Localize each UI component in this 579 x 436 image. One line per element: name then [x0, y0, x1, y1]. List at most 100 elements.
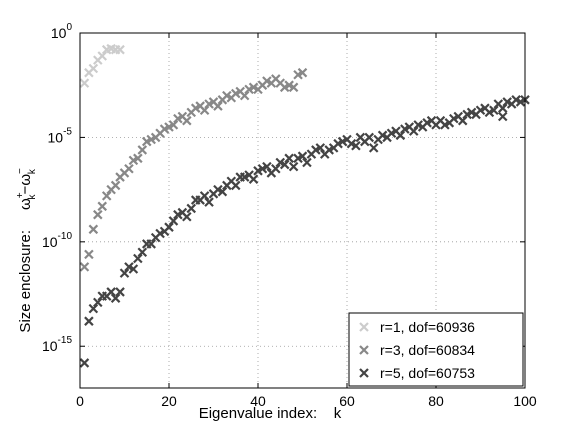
- data-point: [133, 253, 143, 264]
- data-point: [351, 140, 361, 151]
- y-label-omega2: ω: [17, 174, 34, 186]
- data-point: [84, 249, 94, 260]
- data-point: [124, 163, 134, 174]
- plot-frame: [79, 32, 526, 389]
- y-label-minus-sup: −: [15, 168, 26, 174]
- data-point: [271, 163, 281, 174]
- series-1: [79, 43, 125, 88]
- data-point: [182, 115, 192, 126]
- data-point: [79, 78, 90, 88]
- data-point: [115, 44, 125, 55]
- x-tick-label: 20: [161, 393, 177, 409]
- y-label-sub2: k: [27, 168, 38, 174]
- data-point: [279, 159, 290, 170]
- data-point: [84, 316, 94, 326]
- data-point: [497, 103, 508, 113]
- data-point: [315, 143, 326, 153]
- data-point: [262, 161, 272, 172]
- y-label-minus-op: −: [17, 185, 34, 194]
- y-axis-label-math: ω+k−ω−k: [15, 168, 38, 210]
- data-point: [302, 157, 312, 168]
- legend-marker: [359, 345, 369, 355]
- data-point: [182, 211, 192, 222]
- data-point: [119, 268, 130, 278]
- series-3: [79, 95, 530, 368]
- data-point: [88, 224, 99, 235]
- data-point: [110, 293, 121, 303]
- data-point: [79, 358, 90, 368]
- data-point: [88, 303, 99, 314]
- data-point: [128, 264, 139, 274]
- series-layer: [79, 43, 530, 368]
- y-tick-base: 10: [51, 25, 67, 41]
- y-tick-base: 10: [42, 234, 58, 250]
- data-point: [97, 51, 108, 61]
- data-point: [106, 287, 116, 297]
- data-point: [101, 191, 112, 201]
- data-point: [288, 161, 299, 172]
- y-tick-exponent: -5: [63, 126, 72, 137]
- data-point: [457, 115, 468, 126]
- data-point: [217, 186, 228, 197]
- y-tick-exponent: -10: [58, 231, 73, 242]
- x-tick-label: 0: [76, 393, 84, 409]
- data-point: [93, 297, 103, 308]
- data-point: [239, 90, 250, 101]
- data-point: [133, 153, 143, 164]
- y-tick-exponent: 0: [66, 22, 72, 33]
- data-point: [204, 197, 214, 207]
- data-point: [97, 201, 108, 212]
- y-axis-label: Size enclosure: ω+k−ω−k: [15, 168, 38, 333]
- data-point: [137, 145, 148, 155]
- y-label-sub1: k: [27, 193, 38, 199]
- y-tick-label: 10-10: [42, 231, 72, 250]
- data-point: [146, 239, 156, 249]
- data-point: [248, 174, 259, 184]
- data-point: [79, 262, 90, 272]
- data-point: [297, 151, 308, 161]
- data-point: [110, 180, 121, 191]
- data-point: [395, 130, 406, 141]
- y-tick-base: 10: [42, 338, 58, 354]
- data-point: [297, 67, 308, 78]
- data-point: [88, 63, 99, 74]
- data-point: [199, 191, 210, 201]
- y-tick-label: 10-15: [42, 335, 72, 354]
- legend: r=1, dof=60936 r=3, dof=60834 r=5, dof=607…: [348, 312, 524, 387]
- x-tick-label: 60: [339, 393, 355, 409]
- data-point: [213, 101, 223, 111]
- y-label-plus: +: [15, 192, 26, 198]
- legend-marker: [359, 368, 369, 378]
- legend-entry: r=3, dof=60834: [380, 342, 475, 358]
- legend-marker: [359, 322, 369, 332]
- data-point: [199, 105, 210, 116]
- data-point: [186, 203, 197, 214]
- data-point: [164, 222, 174, 232]
- x-axis-label: Eigenvalue index: k: [199, 405, 342, 422]
- y-tick-exponent: -15: [58, 335, 73, 346]
- data-point: [408, 126, 419, 136]
- data-point: [368, 143, 379, 153]
- y-tick-base: 10: [48, 129, 64, 145]
- x-tick-label: 80: [428, 393, 444, 409]
- data-point: [137, 247, 148, 258]
- series-2: [79, 67, 308, 272]
- y-label-omega1: ω: [17, 198, 34, 210]
- data-point: [497, 111, 508, 122]
- x-tick-label: 40: [250, 393, 266, 409]
- x-tick-label: 100: [513, 393, 537, 409]
- y-tick-label: 10-5: [48, 126, 73, 145]
- data-point: [168, 216, 179, 226]
- legend-box: [348, 312, 524, 387]
- y-tick-label: 100: [51, 22, 73, 41]
- y-axis-label-prefix: Size enclosure:: [17, 230, 34, 333]
- data-point: [168, 120, 179, 130]
- legend-entry: r=5, dof=60753: [380, 365, 475, 381]
- data-point: [288, 82, 299, 93]
- legend-entry: r=1, dof=60936: [380, 319, 475, 335]
- data-point: [284, 153, 294, 164]
- data-point: [230, 180, 241, 191]
- data-point: [115, 287, 125, 297]
